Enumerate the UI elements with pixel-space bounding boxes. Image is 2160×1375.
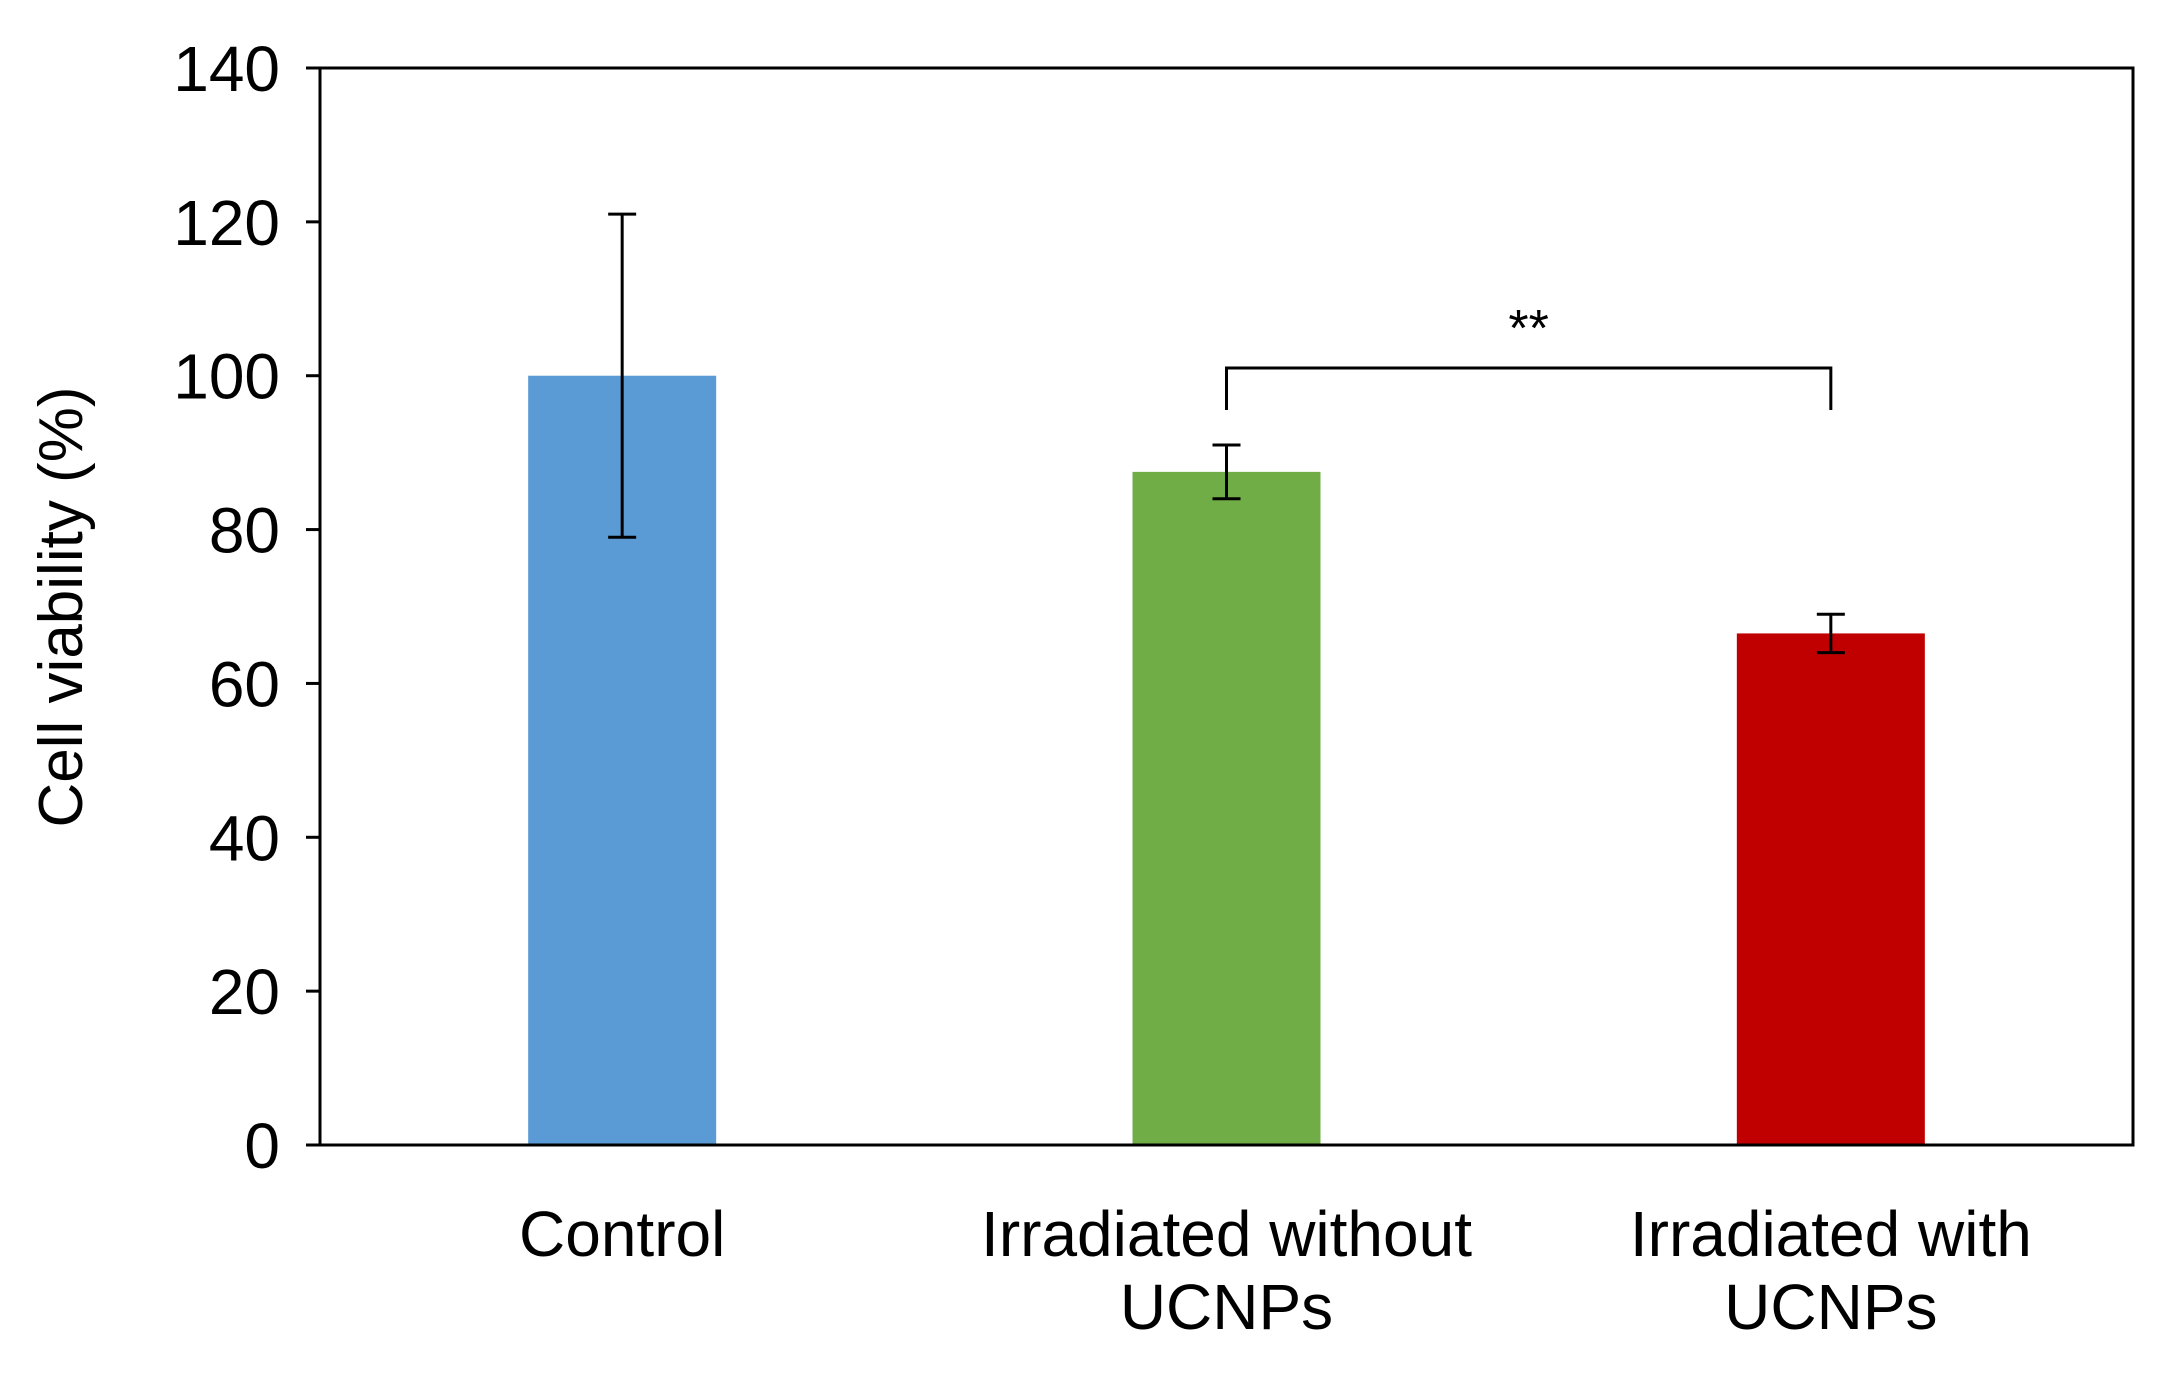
significance-label: **	[1508, 300, 1548, 358]
error-bar-2	[1212, 443, 1241, 501]
x-category-label-line: Irradiated with	[1630, 1198, 2032, 1270]
error-bars	[608, 212, 1845, 655]
significance-bracket	[1225, 366, 1833, 411]
significance-annotation: **	[1225, 300, 1833, 411]
y-axis-ticks: 0 20 40 60 80 100 120 140	[173, 33, 320, 1182]
y-tick-label: 80	[209, 495, 280, 567]
plot-border	[318, 66, 2135, 1147]
x-category-label-line: UCNPs	[1724, 1271, 1937, 1343]
y-axis-label: Cell viability (%)	[27, 387, 96, 828]
y-tick-label: 140	[173, 33, 280, 105]
y-tick-label: 20	[209, 956, 280, 1028]
x-category-label: Control	[519, 1198, 725, 1270]
error-bar-1	[608, 212, 637, 539]
x-category-label-line: Irradiated without	[981, 1198, 1472, 1270]
bars	[528, 375, 1925, 1145]
bar-2	[1132, 471, 1321, 1145]
bar-3	[1736, 633, 1925, 1145]
y-tick-label: 100	[173, 341, 280, 413]
y-tick-label: 40	[209, 802, 280, 874]
x-axis-labels: Control Irradiated without UCNPsIrradiated…	[519, 1198, 2032, 1343]
plot-frame	[318, 66, 2135, 1147]
x-category-label: Irradiated with UCNPs	[1630, 1198, 2032, 1343]
y-tick-label: 60	[209, 648, 280, 720]
y-tick-label: 0	[244, 1110, 280, 1182]
x-category-label-line: UCNPs	[1120, 1271, 1333, 1343]
y-tick-label: 120	[173, 187, 280, 259]
x-category-label-line: Control	[519, 1198, 725, 1270]
error-bar-3	[1816, 612, 1845, 655]
x-category-label: Irradiated without UCNPs	[981, 1198, 1472, 1343]
